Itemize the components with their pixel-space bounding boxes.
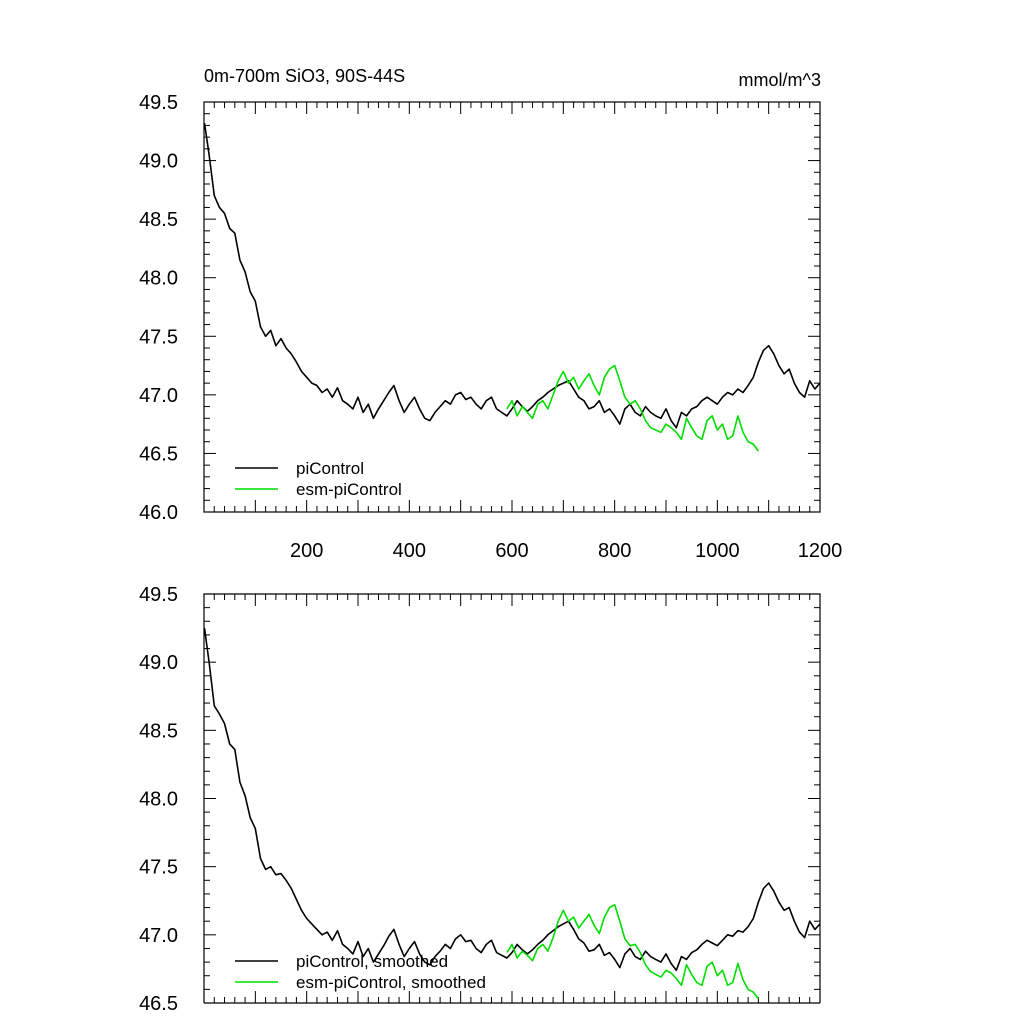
legend-label: piControl, smoothed bbox=[296, 952, 448, 971]
bottom-data-lines bbox=[203, 627, 821, 1000]
y-tick-label: 48.5 bbox=[139, 209, 178, 231]
x-tick-label: 200 bbox=[290, 540, 323, 562]
chart-title: 0m-700m SiO3, 90S-44S bbox=[204, 66, 405, 86]
series-line-0 bbox=[203, 122, 821, 429]
series-line-1 bbox=[506, 364, 760, 452]
x-tick-label: 1200 bbox=[798, 540, 843, 562]
y-tick-label: 48.0 bbox=[139, 268, 178, 290]
y-tick-label: 49.5 bbox=[139, 92, 178, 114]
top-panel: 0m-700m SiO3, 90S-44S mmol/m^3 46.046.54… bbox=[139, 66, 842, 562]
y-tick-label: 49.0 bbox=[139, 652, 178, 674]
y-tick-label: 46.0 bbox=[139, 502, 178, 524]
top-tick-labels: 46.0 46.5 47.0 47.5 48.0 48.5 49.0 49.5 200 400 60… bbox=[139, 92, 842, 562]
y-tick-label: 47.0 bbox=[139, 925, 178, 947]
bottom-tick-labels: 46.5 47.0 47.5 48.0 48.5 49.0 49.5 bbox=[139, 584, 178, 1015]
y-tick-label: 47.5 bbox=[139, 857, 178, 879]
bottom-axis-ticks bbox=[204, 593, 820, 1004]
bottom-legend: piControl, smoothed esm-piControl, smooth… bbox=[235, 952, 486, 992]
top-legend: piControl esm-piControl bbox=[235, 459, 402, 499]
y-tick-label: 49.0 bbox=[139, 151, 178, 173]
y-tick-label: 46.5 bbox=[139, 443, 178, 465]
y-tick-label: 48.0 bbox=[139, 789, 178, 811]
legend-label: esm-piControl bbox=[296, 480, 402, 499]
series-line-0 bbox=[203, 627, 821, 972]
x-tick-label: 600 bbox=[495, 540, 528, 562]
top-axis-ticks bbox=[204, 101, 820, 513]
x-tick-label: 800 bbox=[598, 540, 631, 562]
series-line-1 bbox=[506, 903, 760, 1000]
top-plot-frame bbox=[203, 101, 821, 513]
x-tick-label: 400 bbox=[393, 540, 426, 562]
top-data-lines bbox=[203, 122, 821, 452]
y-tick-label: 49.5 bbox=[139, 584, 178, 606]
legend-label: piControl bbox=[296, 459, 364, 478]
units-label: mmol/m^3 bbox=[739, 70, 821, 90]
legend-label: esm-piControl, smoothed bbox=[296, 973, 486, 992]
x-tick-label: 1000 bbox=[695, 540, 740, 562]
bottom-panel: 46.5 47.0 47.5 48.0 48.5 49.0 49.5 piControl, … bbox=[139, 584, 821, 1015]
y-tick-label: 47.5 bbox=[139, 326, 178, 348]
y-tick-label: 46.5 bbox=[139, 993, 178, 1015]
bottom-plot-frame bbox=[203, 593, 821, 1003]
y-tick-label: 48.5 bbox=[139, 720, 178, 742]
y-tick-label: 47.0 bbox=[139, 385, 178, 407]
